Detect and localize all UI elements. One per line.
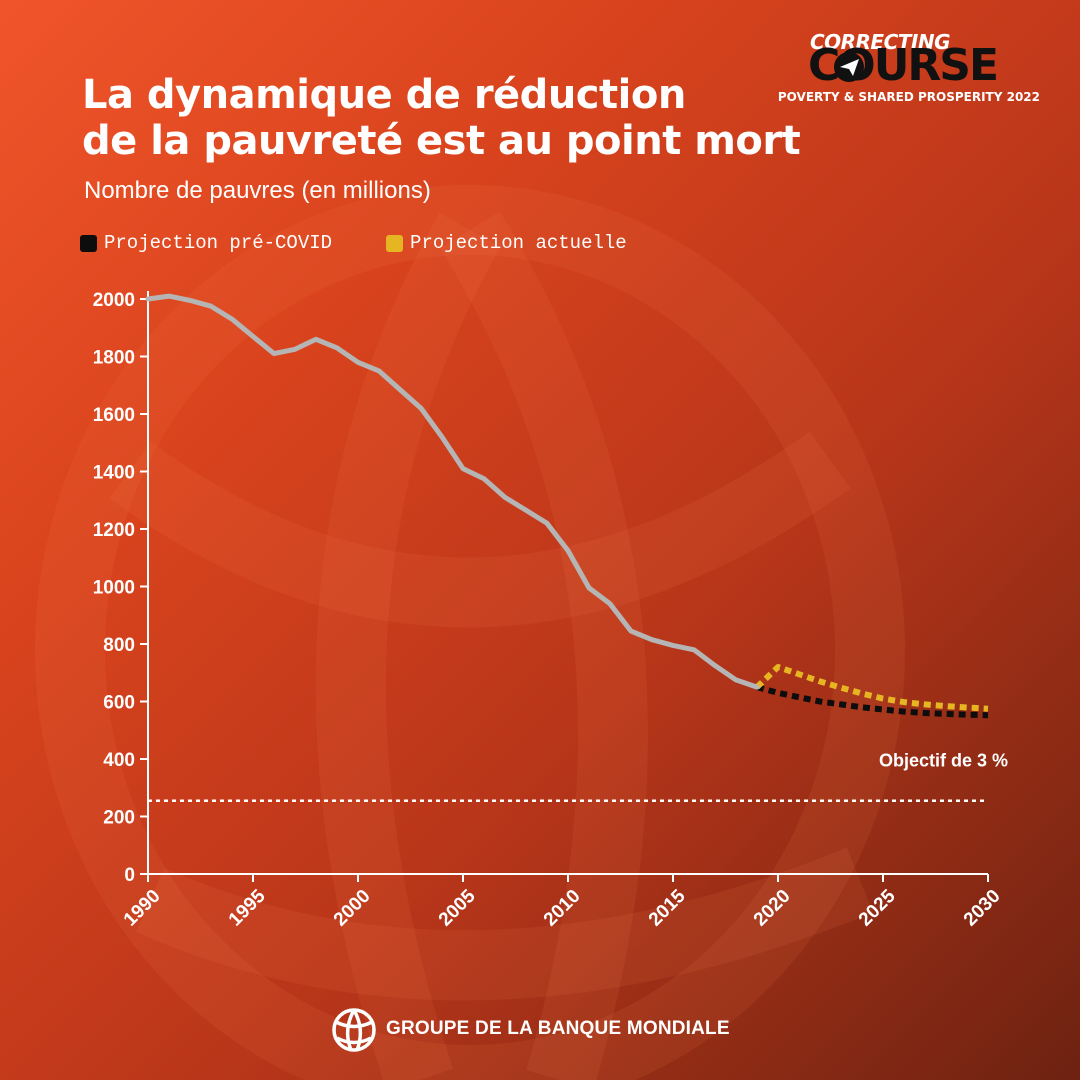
y-tick-label: 1400 <box>93 463 135 484</box>
footer-branding: GROUPE DE LA BANQUE MONDIALE <box>330 1005 730 1053</box>
title-line-2: de la pauvreté est au point mort <box>82 118 801 164</box>
legend-item-current: Projection actuelle <box>386 232 627 254</box>
y-tick-label: 2000 <box>93 290 135 311</box>
x-tick-label: 2030 <box>960 886 1005 931</box>
chart-title: La dynamique de réduction de la pauvreté… <box>82 72 801 164</box>
y-tick-label: 1600 <box>93 405 135 426</box>
brand-subtitle: POVERTY & SHARED PROSPERITY 2022 <box>777 90 1040 104</box>
y-tick-label: 200 <box>103 808 135 829</box>
chart-subtitle: Nombre de pauvres (en millions) <box>84 177 431 204</box>
legend-swatch-pre-covid <box>80 234 97 252</box>
series-line-projection-actuelle <box>754 664 989 712</box>
x-tick-label: 2015 <box>645 885 690 930</box>
x-tick-label: 2000 <box>330 886 375 931</box>
y-tick-label: 1200 <box>93 520 135 541</box>
x-tick-label: 1990 <box>120 886 165 931</box>
series-line-historique <box>145 293 760 690</box>
legend-label-pre-covid: Projection pré-COVID <box>104 232 333 254</box>
y-tick-label: 0 <box>124 865 135 886</box>
x-tick-label: 2010 <box>540 886 585 931</box>
legend-label-current: Projection actuelle <box>410 232 627 254</box>
title-line-1: La dynamique de réduction <box>82 72 686 118</box>
paper-plane-icon <box>834 52 864 82</box>
y-tick-label: 800 <box>103 635 135 656</box>
x-tick-label: 2020 <box>750 886 795 931</box>
y-tick-label: 600 <box>103 693 135 714</box>
y-tick-label: 1800 <box>93 348 135 369</box>
y-tick-label: 400 <box>103 750 135 771</box>
world-bank-globe-icon <box>332 1008 376 1052</box>
legend: Projection pré-COVID Projection actuelle <box>80 232 681 254</box>
series-line-projection-pr-covid <box>756 684 989 719</box>
brand-top-text: CORRECTING <box>809 30 951 54</box>
legend-item-pre-covid: Projection pré-COVID <box>80 232 332 254</box>
x-tick-label: 2025 <box>855 885 900 930</box>
correcting-course-logo: CORRECTING COURSE POVERTY & SHARED PROSP… <box>778 30 1040 110</box>
x-tick-label: 2005 <box>435 885 480 930</box>
target-reference-label: Objectif de 3 % <box>879 751 1008 771</box>
footer-org-name: GROUPE DE LA BANQUE MONDIALE <box>386 1018 730 1039</box>
y-tick-label: 1000 <box>93 578 135 599</box>
x-tick-label: 1995 <box>225 885 270 930</box>
legend-swatch-current <box>386 234 404 252</box>
